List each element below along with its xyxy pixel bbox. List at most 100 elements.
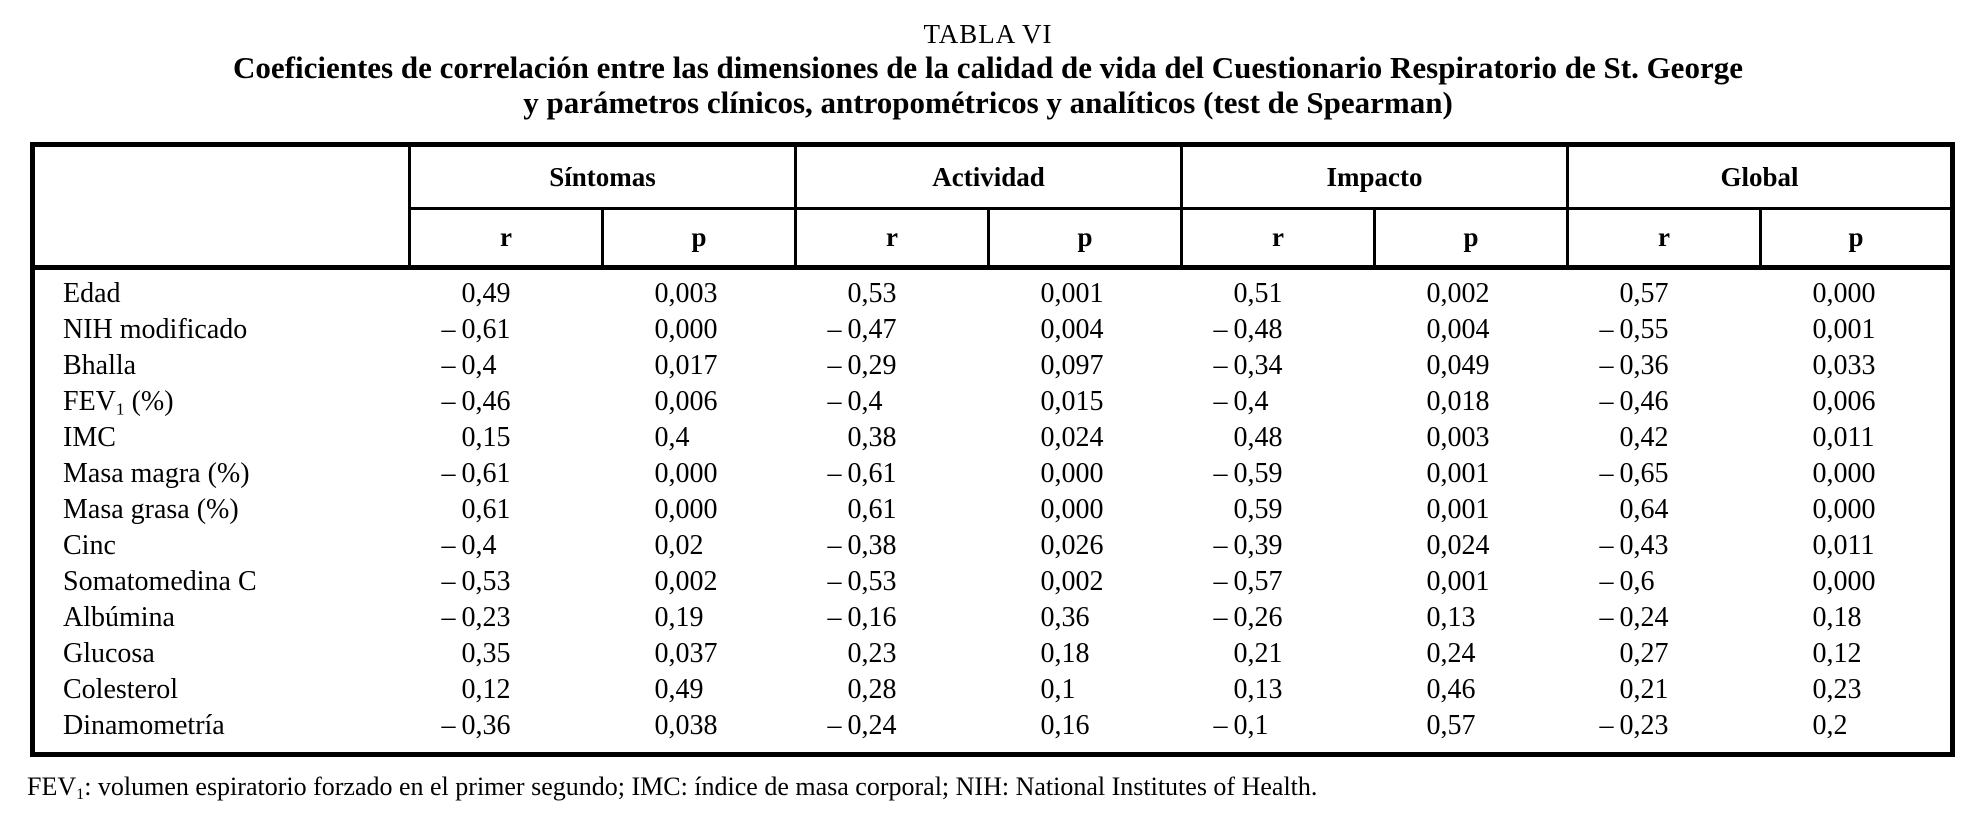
group-header-row: Síntomas Actividad Impacto Global [31,143,1955,270]
table-row: Masa magra (%) –0,61 0,000 –0,61 0,000 –0,59 0… [33,456,1953,492]
cell-value: –0,39 [1213,530,1283,561]
cell-value: 0,49 [461,278,511,309]
cell-value: 0,001 [1812,314,1876,345]
cell-value: 0,24 [1426,638,1476,669]
cell-value: 0,024 [1426,530,1490,561]
cell-value: 0,006 [1812,386,1876,417]
subheader-r: r [794,207,990,270]
cell-value: 0,12 [1812,638,1862,669]
table-row: FEV1 (%) –0,46 0,006 –0,4 0,015 –0,4 0,018 –0,4… [33,384,1953,420]
cell-value: 0,097 [1040,350,1104,381]
cell-value: –0,24 [1599,602,1669,633]
cell-value: –0,48 [1213,314,1283,345]
row-label: Edad [63,278,121,309]
subheader-p: p [986,207,1184,270]
correlation-table: Síntomas Actividad Impacto Global r p r … [30,142,1956,757]
row-label: Glucosa [63,638,155,669]
cell-value: 0,018 [1426,386,1490,417]
group-header-impacto: Impacto [1180,143,1570,210]
cell-value: 0,13 [1426,602,1476,633]
row-label: Masa grasa (%) [63,494,239,525]
cell-value: –0,43 [1599,530,1669,561]
cell-value: –0,16 [827,602,897,633]
cell-value: 0,000 [1812,278,1876,309]
cell-value: –0,36 [1599,350,1669,381]
row-label: Albúmina [63,602,175,633]
row-label: Cinc [63,530,116,561]
table-row: Bhalla –0,4 0,017 –0,29 0,097 –0,34 0,049 –0,36… [33,348,1953,384]
cell-value: –0,46 [1599,386,1669,417]
table-subtitle-line2: y parámetros clínicos, antropométricos y… [523,85,1453,120]
cell-value: 0,002 [1040,566,1104,597]
cell-value: –0,4 [441,350,497,381]
table-row: NIH modificado –0,61 0,000 –0,47 0,004 –0,48 0… [33,312,1953,348]
cell-value: 0,16 [1040,710,1090,741]
cell-value: 0,57 [1426,710,1476,741]
table-row: Edad 0,49 0,003 0,53 0,001 0,51 0,002 0,57 0,000 [33,268,1953,313]
cell-value: 0,015 [1040,386,1104,417]
cell-value: –0,46 [441,386,511,417]
cell-value: –0,55 [1599,314,1669,345]
group-header-actividad: Actividad [793,143,1184,210]
subheader-p: p [1373,207,1570,270]
cell-value: 0,27 [1619,638,1669,669]
subheader-r: r [1180,207,1377,270]
cell-value: 0,51 [1233,278,1283,309]
table-subtitle-line1: Coeficientes de correlación entre las di… [233,50,1743,85]
cell-value: 0,000 [1040,494,1104,525]
cell-value: –0,47 [827,314,897,345]
cell-value: 0,23 [847,638,897,669]
cell-value: 0,011 [1812,530,1875,561]
table-subtitle: Coeficientes de correlación entre las di… [0,50,1976,120]
row-label: Masa magra (%) [63,458,250,489]
row-label: Bhalla [63,350,137,381]
cell-value: 0,001 [1426,494,1490,525]
cell-value: 0,003 [1426,422,1490,453]
cell-value: 0,000 [654,494,718,525]
cell-value: 0,15 [461,422,511,453]
row-label: Somatomedina C [63,566,257,597]
cell-value: 0,48 [1233,422,1283,453]
cell-value: –0,4 [827,386,883,417]
table-row: IMC 0,15 0,4 0,38 0,024 0,48 0,003 0,42 0,011 [33,420,1953,456]
row-label: Dinamometría [63,710,225,741]
cell-value: –0,4 [441,530,497,561]
cell-value: 0,36 [1040,602,1090,633]
row-label: FEV1 (%) [63,386,174,419]
cell-value: –0,36 [441,710,511,741]
cell-value: –0,34 [1213,350,1283,381]
cell-value: 0,002 [1426,278,1490,309]
cell-value: 0,18 [1040,638,1090,669]
cell-value: 0,011 [1812,422,1875,453]
subheader-r: r [408,207,604,270]
row-label: Colesterol [63,674,179,705]
cell-value: 0,001 [1040,278,1104,309]
cell-value: 0,017 [654,350,718,381]
table-row: Masa grasa (%) 0,61 0,000 0,61 0,000 0,59 0,00… [33,492,1953,528]
cell-value: –0,53 [827,566,897,597]
subheader-p: p [601,207,797,270]
cell-value: –0,59 [1213,458,1283,489]
cell-value: 0,35 [461,638,511,669]
cell-value: 0,024 [1040,422,1104,453]
row-label: NIH modificado [63,314,248,345]
footnote: FEV1: volumen espiratorio forzado en el … [27,772,1318,804]
cell-value: 0,026 [1040,530,1104,561]
cell-value: –0,24 [827,710,897,741]
cell-value: 0,000 [654,314,718,345]
cell-value: 0,003 [654,278,718,309]
cell-value: 0,13 [1233,674,1283,705]
cell-value: 0,000 [1812,458,1876,489]
table-row: Albúmina –0,23 0,19 –0,16 0,36 –0,26 0,13 –0,24… [33,600,1953,636]
table-header: Síntomas Actividad Impacto Global r p r … [31,143,1955,270]
cell-value: –0,53 [441,566,511,597]
cell-value: 0,42 [1619,422,1669,453]
cell-value: 0,004 [1040,314,1104,345]
cell-value: 0,02 [654,530,704,561]
cell-value: 0,001 [1426,458,1490,489]
cell-value: –0,65 [1599,458,1669,489]
cell-value: 0,38 [847,422,897,453]
cell-value: –0,26 [1213,602,1283,633]
cell-value: 0,2 [1812,710,1848,741]
